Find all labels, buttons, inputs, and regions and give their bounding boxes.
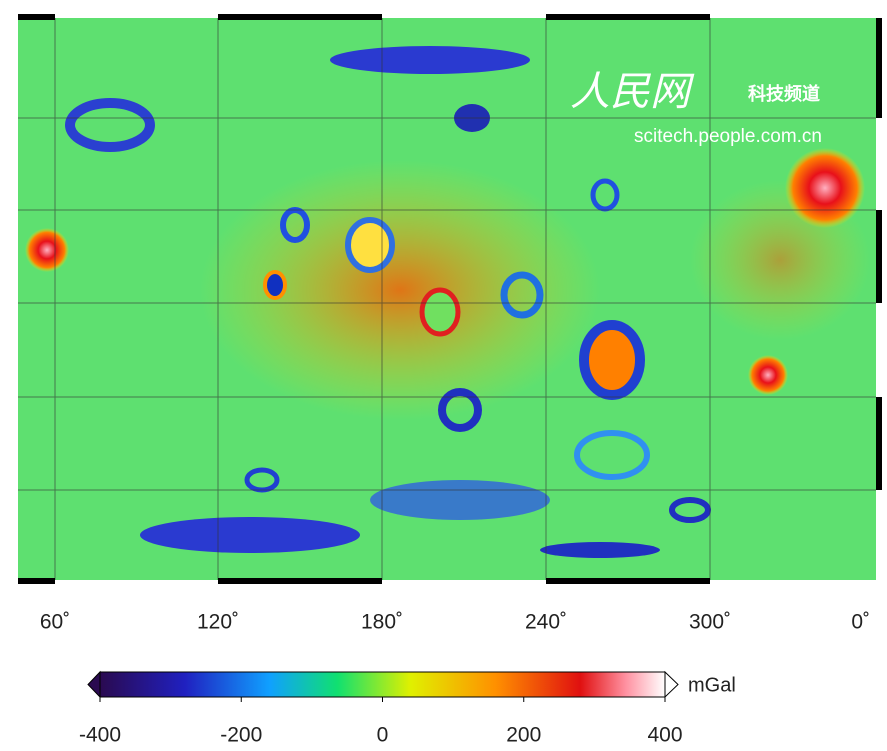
mascon — [25, 228, 69, 272]
low-region — [540, 542, 660, 558]
x-axis-label: 0˚ — [851, 611, 870, 634]
colorbar-tick-label: -400 — [79, 724, 121, 747]
x-axis-labels: 60˚ 120˚ 180˚ 240˚ 300˚ 0˚ — [40, 611, 870, 634]
x-axis-label: 180˚ — [361, 611, 403, 634]
colorbar-low-arrow — [88, 672, 100, 697]
watermark-channel: 科技频道 — [748, 83, 820, 104]
basin-ring — [584, 325, 640, 395]
basin-ring — [265, 272, 285, 298]
low-region — [330, 46, 530, 74]
colorbar — [100, 672, 665, 697]
x-axis-label: 60˚ — [40, 611, 70, 634]
low-region — [140, 517, 360, 553]
basin-ring — [348, 220, 392, 270]
watermark-url: scitech.people.com.cn — [634, 126, 822, 147]
mascon — [748, 355, 788, 395]
x-axis-label: 240˚ — [525, 611, 567, 634]
watermark-logo: 人民网 — [570, 69, 695, 115]
x-axis-label: 120˚ — [197, 611, 239, 634]
gravity-map-figure: 人民网 科技频道 scitech.people.com.cn 60˚ 120˚ 18… — [0, 0, 887, 751]
colorbar-tick-label: 0 — [377, 724, 389, 747]
basin-ring — [422, 290, 458, 334]
colorbar-tick-label: -200 — [220, 724, 262, 747]
mascon — [785, 148, 865, 228]
x-axis-label: 300˚ — [689, 611, 731, 634]
colorbar-tick-label: 200 — [506, 724, 541, 747]
colorbar-ticks: -400 -200 0 200 400 — [79, 697, 683, 747]
colorbar-unit: mGal — [688, 674, 736, 696]
colorbar-high-arrow — [665, 672, 678, 697]
low-region — [370, 480, 550, 520]
colorbar-tick-label: 400 — [647, 724, 682, 747]
